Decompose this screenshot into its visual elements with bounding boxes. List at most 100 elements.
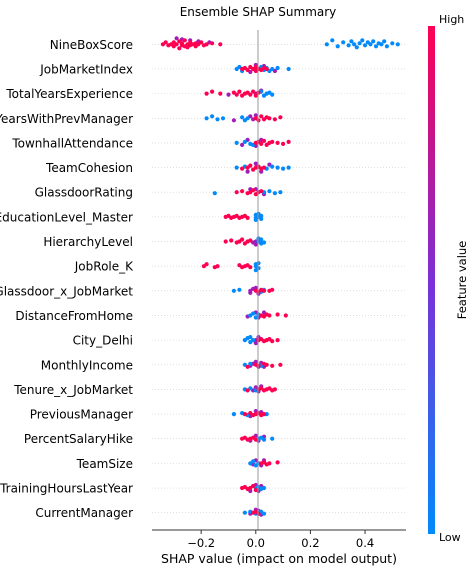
shap-point [272,117,277,122]
shap-point [261,437,267,442]
shap-point [210,114,215,119]
shap-point [242,510,247,515]
shap-point [275,312,280,317]
shap-point [248,335,253,340]
feature-label: JobMarketIndex [39,62,133,76]
feature-label: TotalYearsExperience [5,87,133,101]
shap-point [275,460,280,465]
shap-point [253,217,258,222]
x-tick-label: 0.2 [301,536,319,550]
shap-point [362,43,368,48]
shap-point [237,89,242,94]
shap-point [204,262,209,267]
feature-rows: NineBoxScore JobMarketIndex TotalYearsExpe… [0,36,406,520]
shap-point [218,42,223,47]
shap-point [278,115,283,120]
shap-point [237,287,242,292]
shap-point [261,288,267,293]
shap-point [177,46,182,51]
shap-point [275,65,280,71]
colorbar-low-label: Low [439,531,461,544]
shap-point [240,166,245,171]
shap-point [270,66,275,72]
shap-point [245,364,250,369]
shap-point [253,113,258,118]
shap-point [373,44,379,49]
shap-point [281,141,286,146]
shap-point [395,42,400,47]
shap-point [341,40,346,45]
shap-point [248,163,253,168]
shap-point [382,39,387,44]
shap-point [218,91,223,96]
shap-point [242,139,247,144]
shap-point [251,338,256,343]
shap-point [253,341,258,346]
shap-point [390,41,395,46]
shap-point [368,42,373,47]
shap-point [286,165,291,170]
feature-label: EducationLevel_Master [0,210,133,224]
shap-point [242,412,247,417]
shap-point [261,511,267,516]
shap-point [240,189,245,194]
x-tick-label: 0.4 [356,536,374,550]
shap-point [253,161,258,166]
shap-point [286,66,291,72]
feature-label: PercentSalaryHike [24,432,133,446]
shap-point [278,190,283,195]
shap-point [179,41,185,46]
shap-point [163,40,168,45]
shap-point [259,114,264,119]
shap-point [234,190,239,195]
shap-point [261,412,267,417]
shap-point [231,118,236,123]
shap-point [234,165,239,170]
feature-label: City_Delhi [73,334,133,348]
shap-point [204,91,209,96]
shap-point [231,288,236,293]
shap-point [251,459,256,464]
shap-point [270,339,275,344]
shap-point [248,92,253,97]
shap-point [245,215,250,220]
shap-point [371,39,376,44]
shap-point [245,388,250,393]
feature-label: TeamSize [76,457,133,471]
shap-point [240,115,245,120]
shap-point [259,141,264,146]
shap-point [352,42,357,47]
x-tick-label: −0.2 [187,536,215,550]
feature-label: JobRole_K [74,260,134,274]
shap-point [275,165,280,170]
shap-point [272,191,277,196]
shap-point [248,361,253,366]
shap-point [275,140,280,145]
shap-point [261,165,267,170]
shap-point [270,164,275,169]
shap-point [240,237,245,242]
shap-point [335,44,340,49]
shap-point [234,140,239,145]
shap-point [360,38,365,43]
shap-point [210,89,215,94]
shap-point [231,412,236,417]
shap-point [253,315,258,320]
shap-point [182,38,187,43]
shap-point [324,42,329,47]
colorbar-high-label: High [439,13,464,26]
shap-point [270,92,275,97]
feature-label: Tenure_x_JobMarket [13,383,133,397]
shap-point [270,287,275,292]
shap-point [267,116,272,121]
shap-point [253,437,258,442]
shap-point [220,116,226,121]
shap-point [223,239,228,244]
shap-point [215,264,220,269]
shap-point [234,92,239,97]
shap-point [245,169,250,174]
shap-point [259,241,264,246]
shap-point [354,45,359,50]
shap-point [253,285,258,290]
shap-point [248,265,253,270]
